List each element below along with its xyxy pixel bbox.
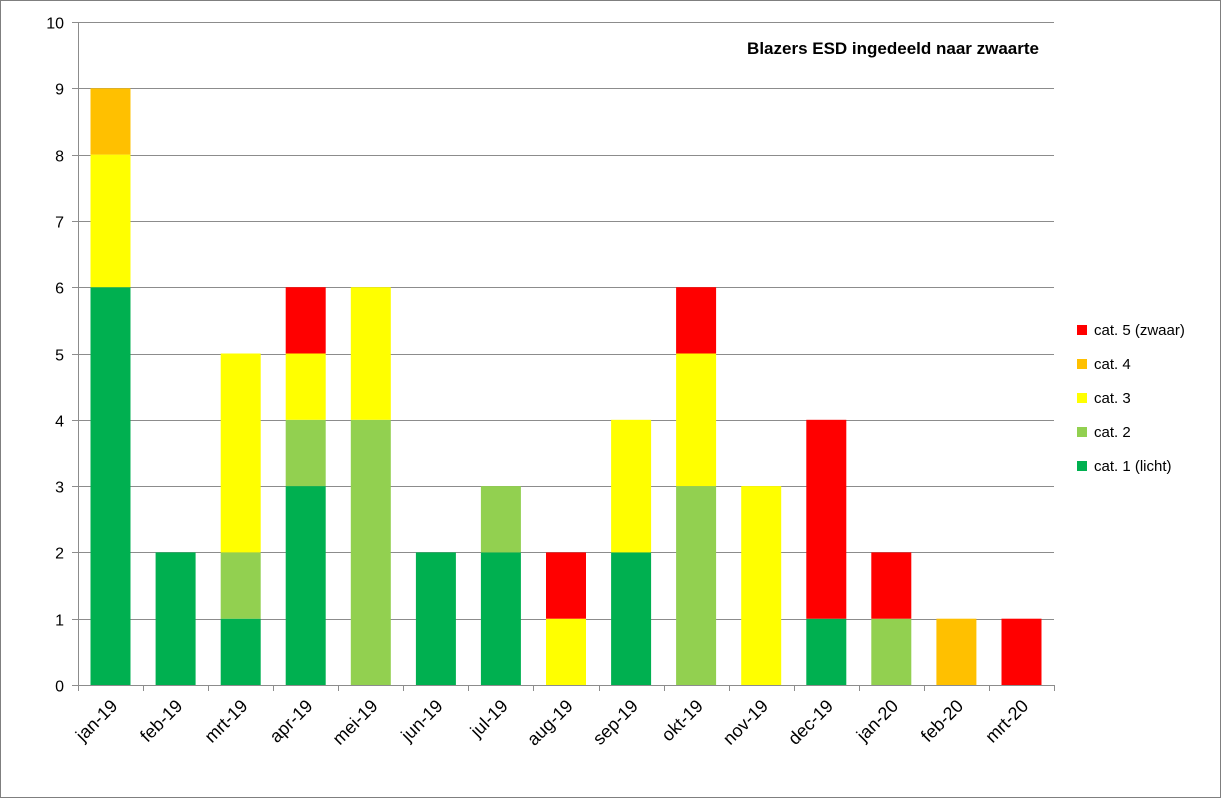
bar-segment	[90, 287, 131, 685]
chart-title: Blazers ESD ingedeeld naar zwaarte	[747, 39, 1039, 58]
y-tick-label: 0	[55, 679, 64, 696]
bar-segment	[676, 486, 717, 685]
x-tick-label: nov-19	[719, 696, 772, 749]
x-tick-label: mrt-19	[201, 696, 252, 747]
x-tick-label: mrt-20	[981, 696, 1032, 747]
bar-segment	[546, 552, 586, 619]
legend-label: cat. 3	[1094, 390, 1131, 407]
bar-segment	[220, 552, 261, 619]
x-tick-label: jan-20	[852, 696, 902, 746]
legend-swatch	[1077, 393, 1087, 403]
legend-label: cat. 5 (zwaar)	[1094, 322, 1185, 339]
x-tick-label: sep-19	[589, 696, 642, 749]
y-tick-label: 8	[55, 149, 64, 166]
bar-segment	[350, 419, 391, 685]
x-tick-label: feb-19	[136, 696, 186, 746]
bar-segment	[1001, 618, 1042, 685]
x-tick-label: jan-19	[71, 696, 121, 746]
x-tick-label: jul-19	[466, 696, 512, 742]
legend-swatch	[1077, 359, 1087, 369]
bar-segment	[936, 618, 977, 685]
legend: cat. 5 (zwaar) cat. 4 cat. 3 cat. 2 cat. 1 (…	[1077, 322, 1185, 475]
y-tick-label: 1	[55, 613, 64, 630]
bar-segment	[285, 353, 326, 420]
legend-label: cat. 1 (licht)	[1094, 458, 1172, 475]
bar-segment	[806, 419, 847, 619]
x-tick-label: mei-19	[329, 696, 382, 749]
legend-label: cat. 4	[1094, 356, 1131, 373]
bar-segment	[90, 88, 131, 155]
x-tick-label: aug-19	[523, 696, 577, 750]
legend-swatch	[1077, 325, 1087, 335]
x-tick-label: apr-19	[266, 696, 317, 747]
bars	[90, 88, 1042, 685]
legend-swatch	[1077, 427, 1087, 437]
bar-segment	[220, 353, 261, 553]
x-tick-label: jun-19	[396, 696, 446, 746]
bar-segment	[480, 486, 521, 553]
bar-segment	[871, 618, 912, 685]
bar-segment	[480, 552, 521, 685]
bar-segment	[546, 618, 586, 685]
bar-segment	[871, 552, 912, 619]
y-tick-label: 4	[55, 414, 64, 431]
bar-segment	[611, 419, 652, 553]
bar-segment	[741, 486, 782, 685]
y-tick-label: 10	[46, 16, 64, 33]
bar-segment	[676, 287, 717, 354]
bar-segment	[285, 419, 326, 487]
legend-label: cat. 2	[1094, 424, 1131, 441]
legend-swatch	[1077, 461, 1087, 471]
bar-segment	[676, 353, 717, 487]
x-tick-label: okt-19	[657, 696, 707, 746]
x-tick-label: feb-20	[917, 696, 967, 746]
y-tick-label: 2	[55, 546, 64, 563]
bar-segment	[611, 552, 652, 685]
x-tick-label: dec-19	[784, 696, 837, 749]
bar-segment	[415, 552, 456, 685]
y-tick-label: 5	[55, 348, 64, 365]
bar-segment	[90, 154, 131, 288]
y-tick-label: 9	[55, 82, 64, 99]
y-tick-label: 6	[55, 281, 64, 298]
bar-segment	[155, 552, 196, 685]
y-tick-label: 7	[55, 215, 64, 232]
bar-segment	[350, 287, 391, 420]
y-tick-label: 3	[55, 480, 64, 497]
bar-segment	[220, 618, 261, 685]
bar-segment	[285, 287, 326, 354]
bar-segment	[285, 486, 326, 685]
bar-segment	[806, 618, 847, 685]
